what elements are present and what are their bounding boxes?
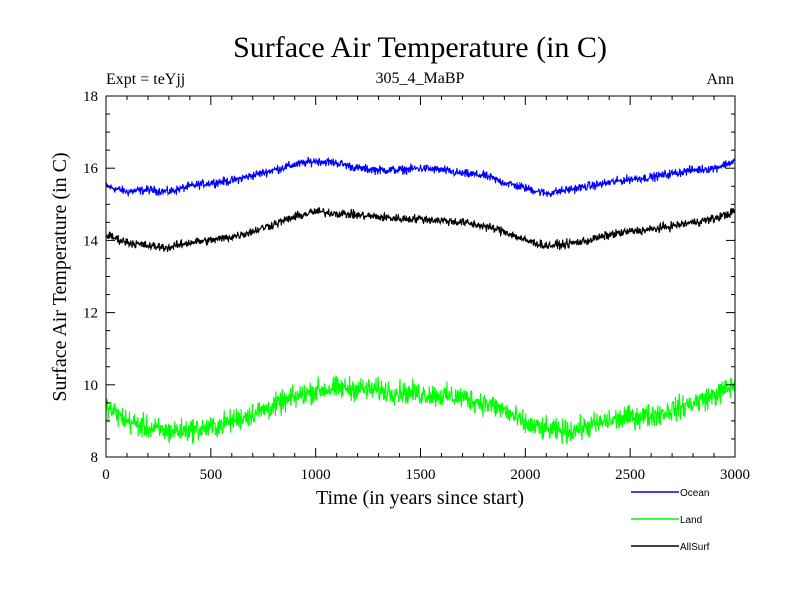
- x-tick-label: 1500: [406, 467, 436, 483]
- chart-title: Surface Air Temperature (in C): [233, 31, 607, 64]
- y-tick-label: 10: [83, 378, 98, 394]
- expt-label: Expt = teYjj: [106, 71, 185, 88]
- y-axis-label: Surface Air Temperature (in C): [49, 152, 71, 401]
- y-tick-label: 12: [83, 306, 98, 322]
- period-label: Ann: [706, 71, 734, 88]
- x-tick-label: 2000: [510, 467, 540, 483]
- y-tick-label: 14: [83, 233, 99, 249]
- x-axis-label: Time (in years since start): [316, 487, 524, 509]
- legend-label-ocean: Ocean: [680, 488, 709, 499]
- x-axis: 0 500 1000 1500 2000 2500 3000: [102, 96, 750, 483]
- y-tick-label: 18: [83, 89, 98, 105]
- series-line-land: [105, 375, 736, 445]
- series-line-ocean: [105, 156, 736, 198]
- series-line-allsurf: [105, 206, 736, 253]
- x-tick-label: 0: [102, 467, 110, 483]
- x-tick-label: 500: [200, 467, 223, 483]
- x-tick-label: 2500: [615, 467, 645, 483]
- x-tick-label: 1000: [301, 467, 331, 483]
- plot-series: [105, 156, 736, 445]
- y-tick-label: 8: [91, 450, 99, 466]
- y-tick-label: 16: [83, 161, 99, 177]
- plot-frame: [105, 95, 736, 458]
- legend-label-allsurf: AllSurf: [680, 542, 710, 553]
- x-tick-label: 3000: [720, 467, 750, 483]
- legend: Ocean Land AllSurf: [631, 488, 710, 553]
- chart-subtitle: 305_4_MaBP: [376, 70, 465, 87]
- legend-label-land: Land: [680, 515, 702, 526]
- y-axis: 8 10 12 14 16 18: [83, 89, 735, 466]
